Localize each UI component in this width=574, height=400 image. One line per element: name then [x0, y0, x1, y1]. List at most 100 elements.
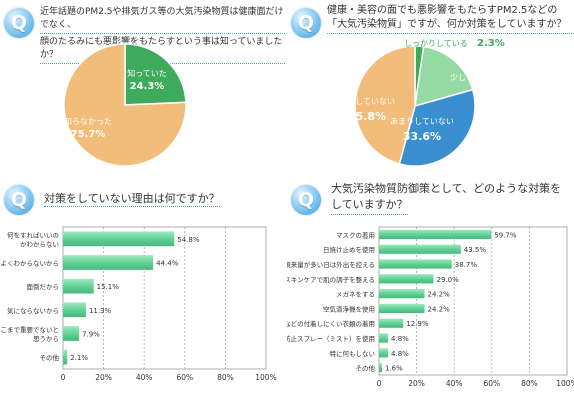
- pie-leader-line: [417, 48, 420, 59]
- plot-frame: [62, 226, 267, 370]
- q2-panel: Q 健康・美容の面でも悪影響をもたらすPM2.5などの 「大気汚染物質」ですが、…: [287, 0, 574, 175]
- pie-value-3: 45.8%: [348, 110, 386, 123]
- tick-label: 0: [61, 373, 66, 382]
- q4-line1: 大気汚染物質防御策として、どのような対策を: [331, 182, 562, 195]
- q3-panel: Q 対策をしていない理由は何ですか？ 0 20% 40% 60% 80% 100% 54.8…: [0, 175, 287, 400]
- bar: [63, 255, 154, 270]
- q2-line2: 「大気汚染物質」ですが、何か対策をしていますか？: [327, 18, 572, 34]
- pie-slice-3: [354, 45, 416, 165]
- pie-value-1: 75.7%: [71, 129, 106, 140]
- category-label: 思うから: [33, 335, 59, 343]
- bar: [63, 231, 175, 247]
- category-label: そこまで重要でないと: [0, 326, 59, 334]
- tick-label: 0: [377, 379, 382, 388]
- tick-label: 60%: [483, 379, 500, 388]
- category-label: メガネをする: [336, 290, 375, 299]
- bar-value-label: 4.8%: [391, 350, 409, 358]
- q1-pie-chart: 知っていた 24.3% 知らなかった 75.7%: [63, 43, 187, 167]
- q1-panel: Q 近年話題のPM2.5や排気ガス等の大気汚染物質は健康面だけでなく、 顔のたる…: [0, 0, 287, 175]
- tick-label: 20%: [408, 379, 425, 388]
- pie-slice-2: [398, 88, 476, 167]
- bar-value-label: 29.0%: [437, 276, 460, 284]
- bar-value-label: 4.8%: [391, 335, 409, 343]
- tick-label: 40%: [446, 379, 463, 388]
- category-label: 気にならないから: [7, 306, 59, 315]
- q-icon: Q: [10, 12, 28, 34]
- pie-label-1: 知らなかった: [64, 116, 112, 126]
- bar: [379, 259, 452, 269]
- bar: [379, 363, 383, 373]
- category-label: その他: [356, 364, 376, 373]
- pie-label-2: あまりしていない: [390, 117, 454, 126]
- bar-value-label: 54.8%: [177, 236, 200, 244]
- bar: [379, 229, 492, 239]
- q4-bar-chart: 0 20% 40% 60% 80% 100% 59.7% マスクの着用 43.5% 日焼け止めを使…: [287, 226, 574, 388]
- bar-value-label: 24.2%: [427, 305, 450, 313]
- tick-label: 40%: [136, 373, 153, 382]
- bar: [379, 274, 434, 284]
- category-label: マスクの着用: [336, 230, 375, 239]
- bar: [379, 333, 389, 343]
- q4-question: 大気汚染物質防御策として、どのような対策を していますか？: [331, 181, 571, 215]
- q2-badge: Q: [291, 8, 321, 38]
- pie-value-2: 33.6%: [403, 130, 441, 143]
- category-label: 面倒だから: [27, 282, 60, 291]
- category-label: 特に何もしない: [330, 349, 376, 358]
- q4-panel: Q 大気汚染物質防御策として、どのような対策を していますか？ 0 20% 40% 6…: [287, 175, 574, 400]
- q2-question: 健康・美容の面でも悪影響をもたらすPM2.5などの 「大気汚染物質」ですが、何か…: [327, 4, 572, 34]
- category-label: 実際よくわからないから: [0, 259, 59, 268]
- pie-value-0: 2.3%: [477, 38, 505, 49]
- bar: [63, 326, 80, 341]
- bar: [379, 289, 425, 299]
- bar-value-label: 12.9%: [406, 320, 429, 328]
- bar: [379, 318, 404, 328]
- category-label: その他: [40, 353, 60, 362]
- category-label: かわからない: [20, 240, 59, 248]
- q4-badge: Q: [291, 185, 321, 215]
- q3-question: 対策をしていない理由は何ですか？: [44, 191, 279, 207]
- category-label: 飛来量が多い日は外出を控える: [287, 260, 375, 269]
- bar-value-label: 44.4%: [156, 260, 179, 268]
- bar-value-label: 24.2%: [427, 291, 450, 299]
- tick-label: 80%: [217, 373, 234, 382]
- pie-label-0: 知っていた: [127, 68, 167, 78]
- bar-value-label: 1.6%: [385, 365, 403, 373]
- category-label: 空気清浄機を使用: [323, 304, 375, 313]
- pie-label-0: しっかりしている: [404, 39, 468, 48]
- category-label: 付着防止スプレー（ミスト）を使用: [287, 334, 375, 343]
- q1-line1: 近年話題のPM2.5や排気ガス等の大気汚染物質は健康面だけでなく、: [40, 6, 285, 34]
- bar-value-label: 15.1%: [97, 283, 120, 291]
- q-icon: Q: [297, 189, 315, 211]
- q4-line2: していますか？: [331, 197, 408, 215]
- q2-line1: 健康・美容の面でも悪影響をもたらすPM2.5などの: [327, 5, 558, 16]
- bar-value-label: 7.9%: [82, 331, 100, 339]
- category-label: スキンケアで肌の調子を整える: [287, 275, 375, 284]
- bar: [63, 278, 94, 294]
- pie-slice-0: [124, 43, 187, 106]
- bar-value-label: 11.3%: [89, 307, 112, 315]
- plot-frame: [378, 226, 568, 376]
- bar-value-label: 2.1%: [70, 354, 88, 362]
- q-icon: Q: [10, 189, 28, 211]
- q1-badge: Q: [4, 8, 34, 38]
- tick-label: 80%: [521, 379, 538, 388]
- category-label: 花粉などの付着しにくい衣類の着用: [287, 319, 375, 328]
- category-label: 日焼け止めを使用: [323, 245, 375, 254]
- bar-value-label: 43.5%: [464, 246, 487, 254]
- pie-value-1: 18.3%: [495, 72, 530, 83]
- bar-value-label: 38.7%: [455, 261, 478, 269]
- category-label: 何をすればいいの: [7, 230, 59, 239]
- pie-slice-1: [63, 43, 187, 167]
- tick-label: 20%: [95, 373, 112, 382]
- pie-slice-1: [414, 45, 474, 108]
- q3-line1: 対策をしていない理由は何ですか？: [44, 192, 220, 207]
- tick-label: 100%: [556, 379, 574, 388]
- pie-label-3: 特にしていない: [339, 96, 395, 106]
- tick-label: 60%: [176, 373, 193, 382]
- bar: [63, 349, 68, 365]
- bar: [63, 302, 86, 318]
- pie-value-0: 24.3%: [130, 81, 165, 92]
- pie-label-1: 少ししている: [450, 73, 498, 82]
